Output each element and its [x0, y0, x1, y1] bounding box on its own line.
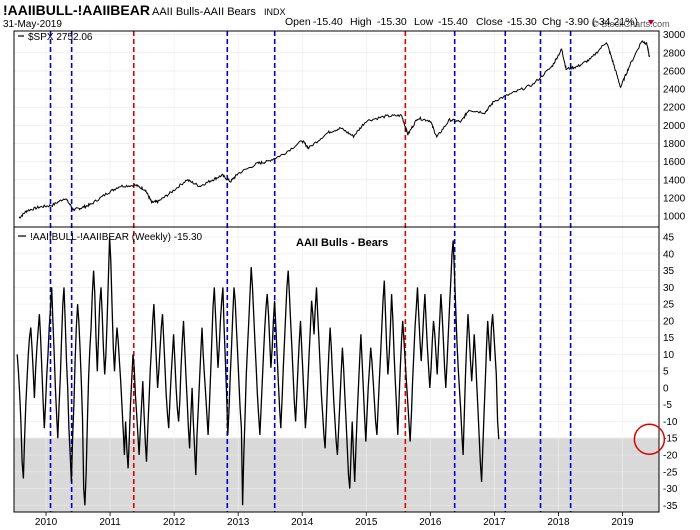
quote-low-value: -15.40 — [438, 16, 468, 28]
x-tick-label: 2018 — [547, 517, 570, 528]
quote-close-value: -15.30 — [507, 16, 537, 28]
x-tick-label: 2014 — [291, 517, 314, 528]
sentiment-title: AAII Bulls - Bears — [296, 237, 388, 249]
price-tick-label: 1600 — [663, 157, 686, 168]
quote-open-label: Open — [285, 16, 311, 28]
quote-close-label: Close — [476, 16, 503, 28]
watermark: © StockCharts.com — [592, 19, 670, 29]
quote-high-value: -15.30 — [377, 16, 407, 28]
sentiment-tick-label: -20 — [663, 451, 678, 462]
price-tick-label: 2000 — [663, 121, 686, 132]
price-tick-label: 1400 — [663, 175, 686, 186]
sentiment-tick-label: -25 — [663, 467, 678, 478]
sentiment-tick-label: 0 — [663, 383, 669, 394]
quote-low-label: Low — [414, 16, 434, 28]
sentiment-panel-frame — [13, 226, 660, 513]
x-tick-label: 2013 — [227, 517, 250, 528]
chart-description: AAII Bulls-AAII Bears — [152, 6, 256, 18]
x-tick-label: 2019 — [611, 517, 634, 528]
price-tick-label: 3000 — [663, 30, 686, 41]
sentiment-tick-label: 20 — [663, 316, 675, 327]
quote-open-value: -15.40 — [313, 16, 343, 28]
x-tick-label: 2015 — [355, 517, 378, 528]
sentiment-tick-label: 45 — [663, 233, 675, 244]
x-tick-label: 2011 — [99, 517, 121, 528]
bulls-bears-spread-line — [16, 237, 500, 506]
price-tick-label: 1000 — [663, 212, 686, 223]
chart-exchange: INDX — [264, 7, 286, 17]
x-tick-label: 2017 — [483, 517, 506, 528]
sentiment-tick-label: 30 — [663, 283, 675, 294]
price-tick-label: 2400 — [663, 85, 686, 96]
price-legend-label: $SPX 2752.06 — [28, 32, 93, 43]
sentiment-tick-label: 15 — [663, 333, 675, 344]
chart-date: 31-May-2019 — [3, 19, 62, 30]
spx-price-line — [18, 40, 650, 219]
sentiment-tick-label: -5 — [663, 400, 672, 411]
sentiment-tick-label: -35 — [663, 501, 678, 512]
quote-high-label: High — [350, 16, 372, 28]
price-legend: $SPX 2752.06 — [18, 32, 93, 43]
sentiment-tick-label: 5 — [663, 367, 669, 378]
sentiment-tick-label: -30 — [663, 484, 678, 495]
sentiment-tick-label: 40 — [663, 249, 675, 260]
price-tick-label: 2600 — [663, 66, 686, 77]
price-panel-frame — [13, 30, 660, 228]
price-tick-label: 1200 — [663, 193, 686, 204]
x-tick-label: 2012 — [163, 517, 186, 528]
sentiment-legend: !AAIIBULL-!AAIIBEAR (Weekly) -15.30 — [18, 232, 203, 243]
sentiment-tick-label: -10 — [663, 417, 678, 428]
sentiment-tick-label: -15 — [663, 434, 678, 445]
x-tick-label: 2016 — [419, 517, 442, 528]
down-arrow-icon — [648, 20, 654, 25]
sentiment-tick-label: 25 — [663, 300, 675, 311]
quote-chg-value: -3.90 (-34.21%) — [565, 16, 638, 28]
highlight-circle — [633, 423, 666, 455]
price-tick-label: 2800 — [663, 48, 686, 59]
sentiment-tick-label: 35 — [663, 266, 675, 277]
price-tick-label: 1800 — [663, 139, 686, 150]
x-tick-label: 2010 — [35, 517, 58, 528]
sentiment-legend-label: !AAIIBULL-!AAIIBEAR (Weekly) -15.30 — [30, 232, 203, 243]
chart-ticker: !AAIIBULL-!AAIIBEAR — [3, 2, 150, 18]
quote-chg-label: Chg — [542, 16, 561, 28]
sentiment-tick-label: 10 — [663, 350, 675, 361]
price-tick-label: 2200 — [663, 103, 686, 114]
